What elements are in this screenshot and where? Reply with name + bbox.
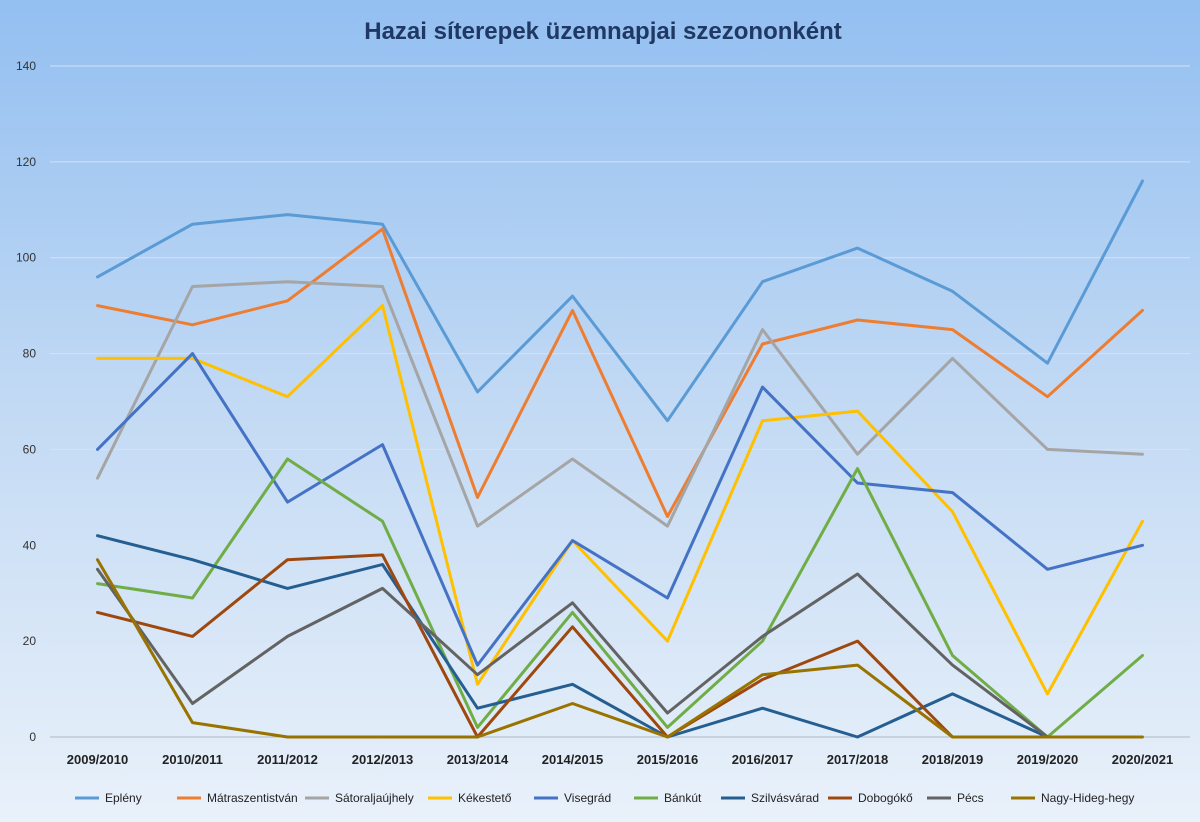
x-tick-label: 2014/2015 <box>542 752 603 767</box>
legend-item: Kékestető <box>428 791 512 805</box>
x-tick-label: 2020/2021 <box>1112 752 1173 767</box>
x-tick-label: 2011/2012 <box>257 752 318 767</box>
legend-item: Szilvásvárad <box>721 791 819 805</box>
legend-item: Nagy-Hideg-hegy <box>1011 791 1134 805</box>
x-tick-label: 2018/2019 <box>922 752 983 767</box>
series-line-k-kestet- <box>96 304 1144 696</box>
legend-item: Pécs <box>927 791 984 805</box>
series-line-szilv-sv-rad <box>96 534 1049 739</box>
series-line-b-nk-t <box>96 457 1144 739</box>
x-tick-label: 2009/2010 <box>67 752 128 767</box>
x-axis: 2009/2010 2010/2011 2011/2012 2012/2013 2013… <box>67 752 1173 767</box>
legend-item: Sátoraljaújhely <box>305 791 414 805</box>
y-tick-label: 40 <box>23 538 37 552</box>
legend-label: Eplény <box>105 791 142 805</box>
legend-label: Kékestető <box>458 791 512 805</box>
series-line-dobog-k- <box>96 553 954 739</box>
y-axis: 0 20 40 60 80 100 120 140 <box>16 59 36 744</box>
x-tick-label: 2012/2013 <box>352 752 413 767</box>
legend-label: Mátraszentistván <box>207 791 298 805</box>
legend-item: Eplény <box>75 791 142 805</box>
y-tick-label: 80 <box>23 347 37 361</box>
x-tick-label: 2013/2014 <box>447 752 509 767</box>
legend-label: Pécs <box>957 791 984 805</box>
legend: Eplény Mátraszentistván Sátoraljaújhely Kék… <box>75 791 1134 805</box>
legend-item: Dobogókő <box>828 791 913 805</box>
legend-label: Sátoraljaújhely <box>335 791 414 805</box>
series-lines <box>96 179 1144 739</box>
series-line-epl-ny <box>96 179 1144 423</box>
legend-label: Dobogókő <box>858 791 913 805</box>
series-line-visegr-d <box>96 352 1144 667</box>
x-tick-label: 2010/2011 <box>162 752 223 767</box>
x-tick-label: 2017/2018 <box>827 752 888 767</box>
y-tick-label: 60 <box>23 442 37 456</box>
y-tick-label: 140 <box>16 59 36 73</box>
chart-title: Hazai síterepek üzemnapjai szezononként <box>364 18 841 45</box>
legend-item: Mátraszentistván <box>177 791 298 805</box>
series-line-m-traszentistv-n <box>96 227 1144 518</box>
legend-item: Bánkút <box>634 791 702 805</box>
legend-label: Bánkút <box>664 791 702 805</box>
series-line-nagy-hideg-hegy <box>96 558 1144 739</box>
series-line-p-cs <box>96 567 1049 739</box>
y-tick-label: 120 <box>16 155 36 169</box>
y-tick-label: 20 <box>23 634 37 648</box>
legend-label: Szilvásvárad <box>751 791 819 805</box>
gridlines <box>50 65 1190 738</box>
x-tick-label: 2015/2016 <box>637 752 698 767</box>
legend-label: Nagy-Hideg-hegy <box>1041 791 1134 805</box>
y-tick-label: 100 <box>16 251 36 265</box>
legend-label: Visegrád <box>564 791 611 805</box>
x-tick-label: 2016/2017 <box>732 752 793 767</box>
y-tick-label: 0 <box>29 730 36 744</box>
series-line-s-toralja-jhely <box>96 280 1144 528</box>
x-tick-label: 2019/2020 <box>1017 752 1078 767</box>
legend-item: Visegrád <box>534 791 611 805</box>
